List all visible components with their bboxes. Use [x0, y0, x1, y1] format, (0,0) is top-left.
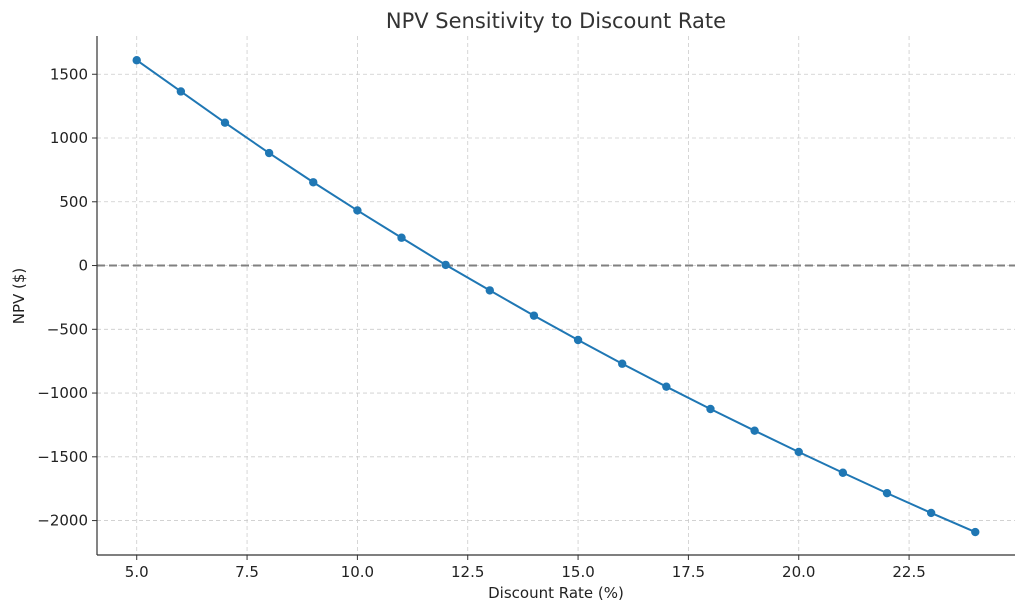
- data-point: [618, 359, 627, 368]
- x-tick-label: 17.5: [672, 563, 705, 581]
- x-axis-ticks: 5.0 7.5 10.0 12.5 15.0 17.5 20.0 22.5: [125, 555, 926, 581]
- y-tick-label: 500: [59, 193, 88, 211]
- x-tick-label: 20.0: [782, 563, 815, 581]
- y-tick-label: −2000: [37, 512, 88, 530]
- y-tick-label: 1500: [50, 65, 88, 83]
- data-point: [662, 382, 671, 391]
- y-tick-label: −1000: [37, 384, 88, 402]
- y-tick-label: 0: [78, 257, 88, 275]
- data-point: [882, 488, 892, 498]
- y-axis-ticks: 1500 1000 500 0 −500 −1000 −1500 −2000: [37, 65, 97, 530]
- x-axis-label: Discount Rate (%): [488, 584, 624, 602]
- y-tick-label: 1000: [50, 129, 88, 147]
- data-point: [176, 87, 186, 96]
- data-point: [971, 527, 980, 537]
- data-point: [309, 178, 318, 187]
- data-point: [353, 206, 362, 215]
- y-tick-label: −1500: [37, 448, 88, 466]
- x-tick-label: 7.5: [235, 563, 259, 581]
- data-point: [706, 404, 715, 414]
- data-point: [220, 118, 230, 127]
- npv-series-line: [136, 59, 976, 533]
- data-point: [264, 148, 274, 158]
- grid-lines: [97, 36, 1015, 555]
- x-tick-label: 12.5: [451, 563, 484, 581]
- data-point: [750, 426, 759, 435]
- data-point: [838, 468, 848, 477]
- axes: [96, 36, 1015, 556]
- data-point: [573, 335, 583, 345]
- data-point: [794, 447, 803, 457]
- series-layer: [132, 56, 980, 537]
- data-point: [529, 311, 539, 320]
- data-point: [926, 508, 936, 518]
- y-axis-label: NPV ($): [10, 268, 28, 325]
- x-tick-label: 5.0: [125, 563, 149, 581]
- x-tick-label: 15.0: [561, 563, 594, 581]
- data-point: [485, 286, 494, 295]
- chart-title: NPV Sensitivity to Discount Rate: [386, 9, 726, 33]
- x-tick-label: 22.5: [892, 563, 925, 581]
- data-point: [397, 233, 406, 242]
- y-tick-label: −500: [47, 320, 88, 338]
- data-point: [132, 56, 141, 65]
- data-point: [441, 260, 450, 270]
- x-tick-label: 10.0: [341, 563, 374, 581]
